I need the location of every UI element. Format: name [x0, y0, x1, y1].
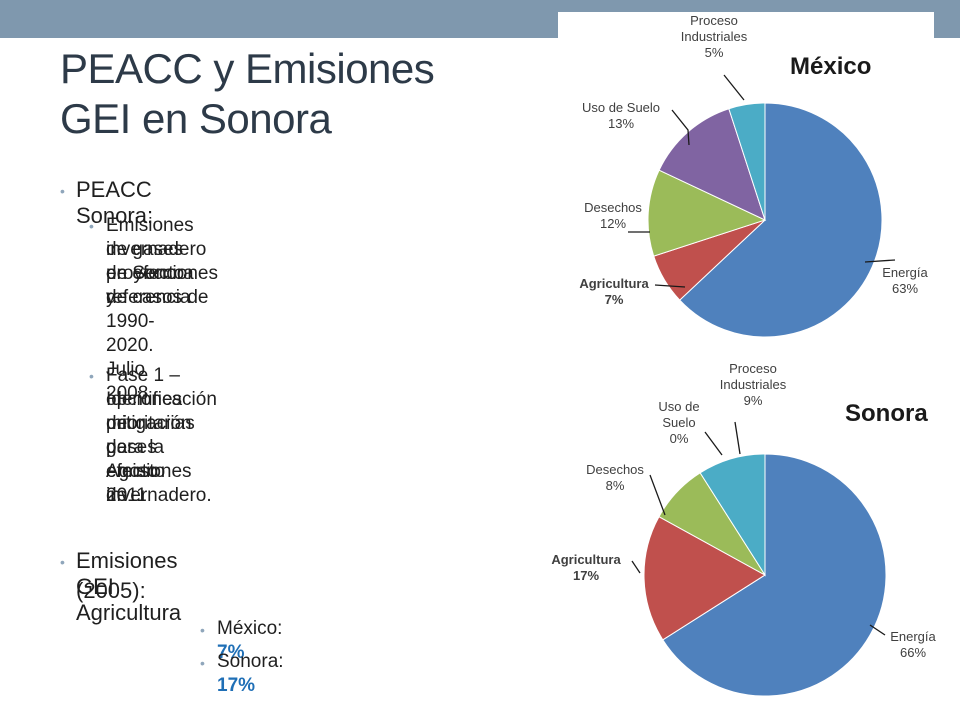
pie-slice-agricultura	[643, 516, 766, 641]
chart-title: México	[790, 53, 871, 80]
leader-line	[723, 74, 745, 101]
mexico-value: 7%	[217, 642, 245, 663]
leader-line	[649, 474, 666, 516]
bullet-dot: •	[200, 655, 205, 671]
pie-slice-proceso	[728, 102, 766, 221]
sub-bullet-line: invernadero en Sonora y	[106, 239, 207, 308]
slice-label: Desechos 8%	[586, 462, 644, 493]
bullet-emisiones-agricultura: Emisiones GEI Agricultura	[76, 548, 182, 625]
slide-title: PEACC y Emisiones GEI en Sonora	[60, 44, 530, 144]
slice-label: Energía 66%	[890, 629, 936, 660]
leader-line	[671, 109, 690, 146]
slice-label: Agricultura 17%	[551, 552, 621, 583]
sonora-pie: Energía 66% Agricultura 17% Desechos 8% Uso de…	[551, 361, 937, 697]
leader-line	[704, 431, 723, 456]
slice-label: Uso de Suelo 13%	[582, 100, 660, 131]
title-line-2: GEI en Sonora	[60, 95, 332, 142]
title-line-1: PEACC y Emisiones	[60, 45, 435, 92]
sonora-value: 17%	[217, 675, 256, 696]
sonora-agri-row: Sonora: 17%	[217, 650, 284, 698]
sub-bullet-line: Fase 1 – Identificación de	[106, 365, 217, 434]
pie-slice-energía	[679, 102, 883, 338]
sub-bullet-line: mitigación de emisiones de	[106, 413, 192, 506]
slice-label: Agricultura 7%	[579, 276, 649, 307]
slice-label: Proceso Industriales 9%	[720, 361, 787, 408]
leader-line	[864, 259, 896, 263]
sonora-label: Sonora:	[217, 651, 284, 672]
sub-bullet-line: referencia 1990-2020. Julio 2008	[106, 287, 191, 404]
mexico-label: México:	[217, 618, 283, 639]
bullet-dot: •	[89, 218, 94, 234]
leader-line	[654, 284, 686, 288]
slice-label: Energía 63%	[882, 265, 928, 296]
leader-line	[869, 624, 886, 636]
slice-label: Uso de Suelo 0%	[658, 399, 699, 446]
mexico-pie: Energía 63% Agricultura 7% Desechos 12% Uso de…	[579, 13, 929, 338]
slice-label: Proceso Industriales 5%	[681, 13, 748, 60]
sub-bullet-line: proyecciones de casos de	[106, 263, 218, 308]
pie-slice-desechos	[647, 169, 767, 257]
bullet-dot: •	[200, 622, 205, 638]
leader-line	[631, 560, 641, 574]
sub-bullet-line: opciones prioritarias para la	[106, 389, 195, 458]
mexico-agri-row: México: 7%	[217, 617, 293, 665]
slice-label: Desechos 12%	[584, 200, 642, 231]
bullet-emisiones-agricultura-year: (2005):	[76, 578, 146, 603]
bullet-dot: •	[60, 554, 65, 570]
pie-slice-proceso	[699, 453, 766, 577]
pie-slice-energía	[662, 453, 887, 697]
bullet-peacc-sonora: PEACC Sonora:	[76, 177, 154, 228]
bullet-dot: •	[60, 183, 65, 199]
bullet-dot: •	[89, 368, 94, 384]
chart-title: Sonora	[845, 400, 928, 427]
leader-line	[734, 421, 741, 455]
sub-bullet-line: gases efecto invernadero.	[106, 437, 212, 506]
sub-bullet-line: Emisiones de gases de efecto	[106, 215, 194, 284]
sub-bullet-line: Agosto 2011	[106, 461, 166, 506]
